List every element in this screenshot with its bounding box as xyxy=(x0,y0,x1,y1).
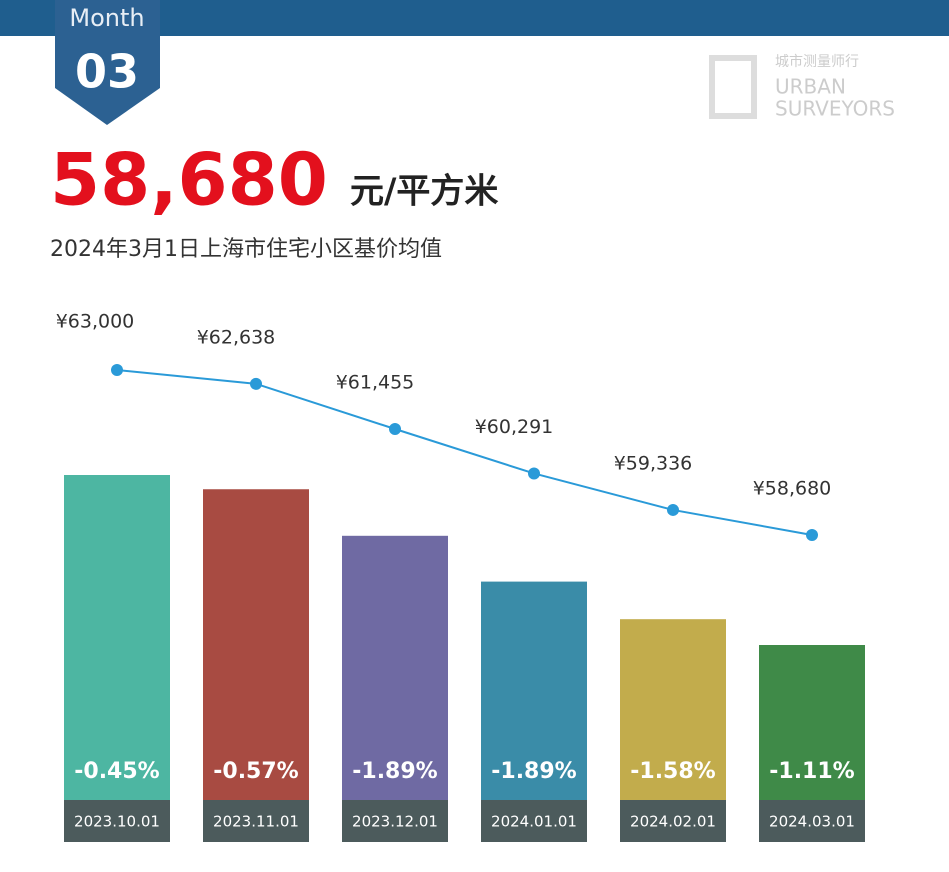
subtitle: 2024年3月1日上海市住宅小区基价均值 xyxy=(50,237,442,262)
price-point xyxy=(389,423,401,436)
x-tick-label: 2024.01.01 xyxy=(491,813,577,831)
x-tick-label: 2023.10.01 xyxy=(74,813,160,831)
bar xyxy=(342,535,448,800)
logo-mark xyxy=(709,55,757,119)
headline-value: 58,680 xyxy=(50,138,328,222)
date-box xyxy=(64,800,170,842)
logo: 城市测量师行 URBAN SURVEYORS xyxy=(709,53,895,121)
badge-number: 03 xyxy=(75,45,139,99)
bar xyxy=(481,581,587,800)
change-label: -1.58% xyxy=(630,759,715,784)
x-tick-label: 2024.03.01 xyxy=(769,813,855,831)
value-label: ¥58,680 xyxy=(753,478,832,500)
bar xyxy=(620,619,726,800)
headline-unit: 元/平方米 xyxy=(350,172,498,212)
price-point xyxy=(250,377,262,390)
logo-en: URBAN xyxy=(775,75,846,99)
value-label: ¥59,336 xyxy=(614,452,693,474)
date-box xyxy=(342,800,448,842)
logo-cn: 城市测量师行 xyxy=(775,53,859,70)
date-box xyxy=(203,800,309,842)
change-label: -0.57% xyxy=(213,759,298,784)
price-point xyxy=(111,364,123,376)
badge-top: Month xyxy=(69,4,144,32)
month-badge xyxy=(55,0,160,125)
bar xyxy=(759,645,865,800)
date-box xyxy=(620,800,726,842)
price-point xyxy=(528,467,540,480)
price-line xyxy=(116,369,813,536)
change-label: -1.11% xyxy=(769,759,854,784)
x-tick-label: 2023.12.01 xyxy=(352,813,438,831)
value-label: ¥61,455 xyxy=(336,372,415,394)
x-tick-label: 2024.02.01 xyxy=(630,813,716,831)
price-point xyxy=(667,503,679,516)
logo-en: SURVEYORS xyxy=(775,97,895,121)
value-label: ¥63,000 xyxy=(56,311,135,333)
x-tick-label: 2023.11.01 xyxy=(213,813,299,831)
change-label: -1.89% xyxy=(491,759,576,784)
date-box xyxy=(481,800,587,842)
value-label: ¥62,638 xyxy=(197,326,276,348)
change-label: -1.89% xyxy=(352,759,437,784)
change-label: -0.45% xyxy=(74,759,159,784)
price-point xyxy=(806,529,818,541)
value-label: ¥60,291 xyxy=(475,416,554,438)
bar xyxy=(203,489,309,800)
bar xyxy=(64,475,170,800)
date-box xyxy=(759,800,865,842)
